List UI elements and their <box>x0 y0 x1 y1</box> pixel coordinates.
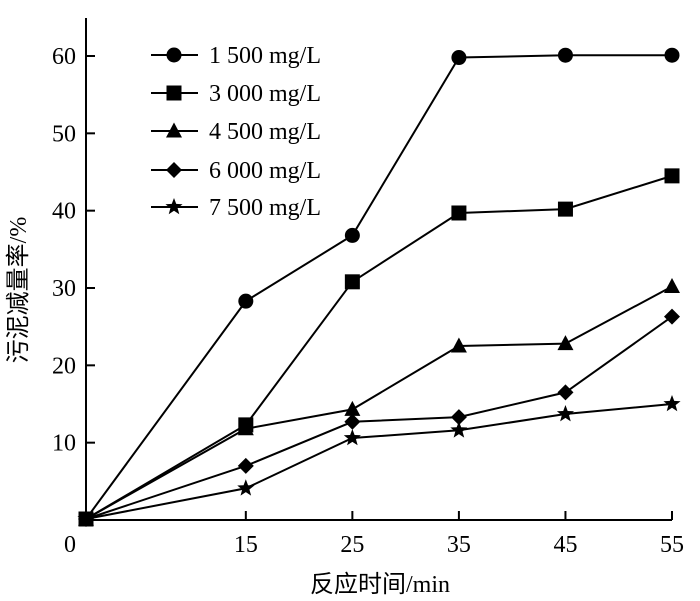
series-1-point-45 <box>557 47 573 63</box>
series-5-point-55 <box>663 395 681 412</box>
y-tick-label-40: 40 <box>52 199 76 225</box>
series-1-point-35 <box>451 50 467 66</box>
series-4-point-55 <box>664 308 680 325</box>
series-4-point-35 <box>450 409 467 426</box>
x-ticks: 0 15 25 35 45 55 <box>64 511 684 558</box>
series-3-point-35 <box>450 337 467 353</box>
legend-marker-3 <box>166 122 182 138</box>
series-lines <box>85 54 673 520</box>
plot-area <box>85 18 672 521</box>
series-2-point-55 <box>664 168 680 184</box>
series-5-point-35 <box>450 421 468 438</box>
legend-marker-4 <box>166 162 182 178</box>
legend-label-3: 4 500 mg/L <box>209 119 321 145</box>
series-line-1 <box>85 54 672 520</box>
series-line-2 <box>85 174 673 520</box>
series-3-point-45 <box>557 335 574 351</box>
series-5-point-25 <box>343 429 361 446</box>
legend-label-1: 1 500 mg/L <box>209 43 321 69</box>
legend-label-4: 6 000 mg/L <box>209 158 321 184</box>
series-2-point-25 <box>344 274 360 290</box>
series-1-point-55 <box>664 47 680 63</box>
series-line-5 <box>85 403 673 520</box>
series-2-point-45 <box>557 201 573 217</box>
series-2-point-35 <box>451 205 467 221</box>
y-tick-label-50: 50 <box>52 121 76 147</box>
legend-marker-1 <box>166 47 182 63</box>
series-5-point-15 <box>237 479 255 496</box>
x-tick-label-45: 45 <box>553 532 577 558</box>
series-markers <box>77 47 681 527</box>
x-tick-label-15: 15 <box>234 532 258 558</box>
legend-label-2: 3 000 mg/L <box>209 81 321 107</box>
y-tick-label-30: 30 <box>52 276 76 302</box>
y-tick-label-10: 10 <box>52 431 76 457</box>
series-1-point-15 <box>238 293 254 309</box>
x-tick-label-25: 25 <box>340 532 364 558</box>
x-axis-label: 反应时间/min <box>310 571 450 598</box>
series-line-4 <box>85 315 673 520</box>
x-tick-label-55: 55 <box>660 532 684 558</box>
x-tick-label-0: 0 <box>64 532 76 558</box>
legend: 1 500 mg/L 3 000 mg/L 4 500 mg/L 6 000 mg/L… <box>151 43 321 221</box>
y-ticks: 10 20 30 40 50 60 <box>52 44 95 457</box>
y-tick-label-60: 60 <box>52 44 76 70</box>
series-4-point-45 <box>557 384 574 401</box>
series-5-point-45 <box>556 405 575 422</box>
series-4-point-25 <box>344 413 361 430</box>
series-1-point-25 <box>344 227 360 243</box>
series-line-3 <box>85 285 673 520</box>
legend-marker-5 <box>165 198 183 215</box>
series-3-point-15 <box>237 420 254 436</box>
series-4-point-15 <box>237 457 254 474</box>
x-tick-label-35: 35 <box>447 532 471 558</box>
legend-label-5: 7 500 mg/L <box>209 195 321 221</box>
series-3-point-55 <box>664 277 680 293</box>
y-axis-label: 污泥减量率/% <box>5 217 32 364</box>
series-5-point-0 <box>77 510 95 527</box>
y-tick-label-20: 20 <box>52 353 76 379</box>
legend-marker-2 <box>166 85 182 101</box>
series-3-point-25 <box>344 400 361 416</box>
